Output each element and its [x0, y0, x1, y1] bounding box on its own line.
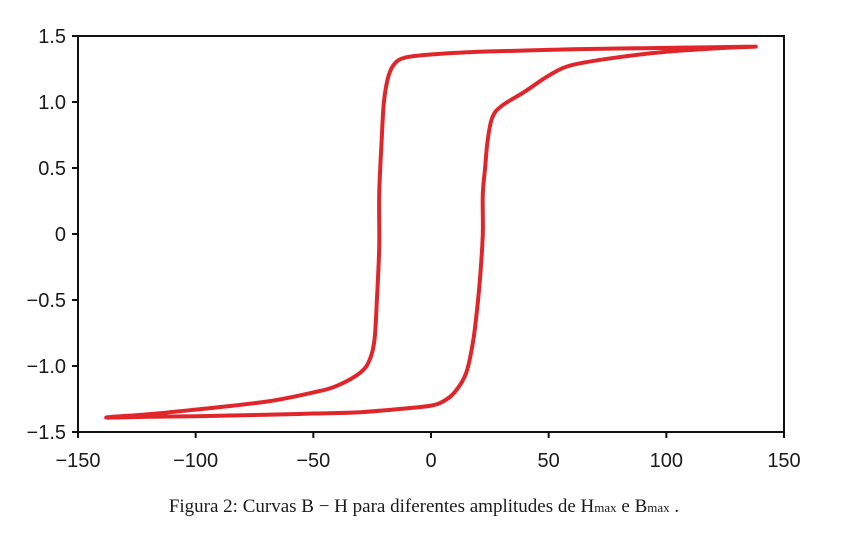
- y-tick-label: 0.5: [38, 158, 66, 180]
- y-tick-label: −1.5: [27, 422, 66, 444]
- series-layer: [104, 44, 758, 420]
- x-tick-label: −100: [173, 450, 218, 472]
- caption-text-mid: e B: [616, 496, 648, 517]
- hysteresis-chart: −150 −100 −50 0 50 100 150 1.5 1.0 0.5 0 −0.5 −1.0 −…: [27, 26, 801, 472]
- x-tick-label: −50: [296, 450, 330, 472]
- caption-text: Figura 2: Curvas B − H para diferentes a…: [168, 496, 595, 517]
- y-tick-label: 1.5: [38, 26, 66, 48]
- hysteresis-loop-line: [104, 44, 758, 420]
- caption-subscript-b: max: [647, 500, 670, 515]
- y-tick-label: −0.5: [27, 290, 66, 312]
- caption-subscript-h: max: [594, 500, 617, 515]
- y-axis-ticks: 1.5 1.0 0.5 0 −0.5 −1.0 −1.5: [27, 26, 78, 444]
- x-tick-label: 0: [425, 450, 436, 472]
- x-tick-label: 50: [538, 450, 560, 472]
- figure-caption: Figura 2: Curvas B − H para diferentes a…: [0, 496, 848, 518]
- y-tick-label: 0: [55, 224, 66, 246]
- plot-frame: [77, 35, 785, 433]
- x-axis-ticks: −150 −100 −50 0 50 100 150: [55, 432, 801, 472]
- caption-suffix: .: [669, 496, 680, 517]
- x-tick-label: 100: [650, 450, 683, 472]
- y-tick-label: 1.0: [38, 92, 66, 114]
- x-tick-label: −150: [55, 450, 100, 472]
- y-tick-label: −1.0: [27, 356, 66, 378]
- x-tick-label: 150: [767, 450, 800, 472]
